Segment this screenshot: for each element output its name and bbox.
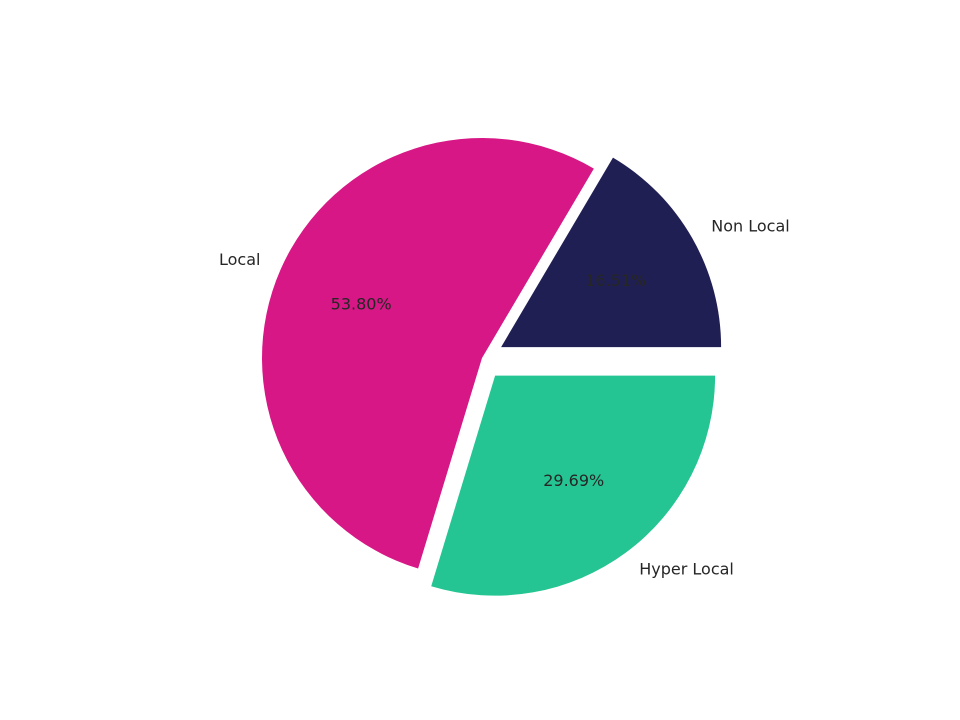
percent-label: 29.69%: [543, 471, 604, 490]
slice-label: Local: [219, 250, 260, 269]
percent-label: 16.51%: [585, 271, 646, 290]
percent-label: 53.80%: [331, 294, 392, 313]
slice-label: Non Local: [711, 217, 789, 236]
pie-slice: [431, 375, 716, 596]
pie-slice: [501, 157, 722, 348]
pie-slice: [262, 138, 594, 569]
slice-label: Hyper Local: [639, 560, 734, 579]
